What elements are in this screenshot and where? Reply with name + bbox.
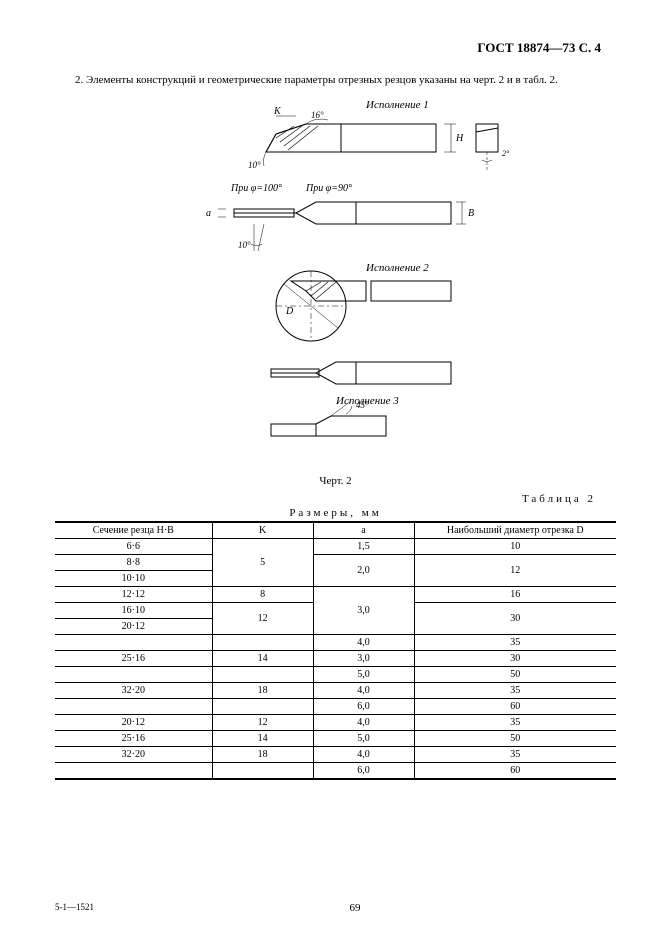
angle-16: 16° <box>311 110 324 120</box>
cell-hb: 16·10 <box>55 603 212 619</box>
cell-a: 4,0 <box>313 635 414 651</box>
cell-a: 2,0 <box>313 555 414 587</box>
cell-a: 1,5 <box>313 539 414 555</box>
table-row: 12·1283,016 <box>55 587 616 603</box>
cell-k: 12 <box>212 603 313 635</box>
table-row: 25·16143,030 <box>55 651 616 667</box>
cell-a: 4,0 <box>313 747 414 763</box>
cell-a: 4,0 <box>313 715 414 731</box>
table-row: 5,050 <box>55 667 616 683</box>
cell-a: 6,0 <box>313 699 414 715</box>
document-header: ГОСТ 18874—73 С. 4 <box>55 40 616 56</box>
cell-hb <box>55 667 212 683</box>
angle-45: 45° <box>356 400 369 410</box>
col-a: a <box>313 522 414 539</box>
figure-block: Исполнение 1 <box>55 96 616 487</box>
cell-hb: 8·8 <box>55 555 212 571</box>
cell-d: 50 <box>414 667 616 683</box>
cell-a: 5,0 <box>313 667 414 683</box>
dim-b: B <box>468 208 474 219</box>
cell-d: 35 <box>414 635 616 651</box>
cell-k <box>212 635 313 651</box>
dimensions-table: Сечение резца H·B K a Наибольший диаметр… <box>55 521 616 780</box>
cell-a: 6,0 <box>313 763 414 780</box>
cell-k: 18 <box>212 747 313 763</box>
col-hb: Сечение резца H·B <box>55 522 212 539</box>
table-row: 32·20184,035 <box>55 683 616 699</box>
cell-d: 60 <box>414 763 616 780</box>
cell-hb: 25·16 <box>55 651 212 667</box>
cell-d: 35 <box>414 747 616 763</box>
angle-2: 2° <box>502 149 510 158</box>
cell-a: 5,0 <box>313 731 414 747</box>
page: ГОСТ 18874—73 С. 4 2. Элементы конструкц… <box>0 0 661 936</box>
table-row: 6,060 <box>55 763 616 780</box>
table-row: 8·82,012 <box>55 555 616 571</box>
technical-drawing: Исполнение 1 <box>156 96 516 466</box>
cell-hb: 32·20 <box>55 683 212 699</box>
cell-d: 30 <box>414 603 616 635</box>
cell-a: 3,0 <box>313 587 414 635</box>
cell-hb: 12·12 <box>55 587 212 603</box>
phi100: При φ=100° <box>230 183 282 194</box>
cell-k: 14 <box>212 731 313 747</box>
angle-10a: 10° <box>248 160 261 170</box>
cell-d: 16 <box>414 587 616 603</box>
cell-hb: 20·12 <box>55 619 212 635</box>
table-row: 6,060 <box>55 699 616 715</box>
cell-k: 14 <box>212 651 313 667</box>
cell-hb <box>55 635 212 651</box>
phi90: При φ=90° <box>305 183 352 194</box>
label-isp1: Исполнение 1 <box>365 99 429 111</box>
dim-d: D <box>285 306 294 317</box>
cell-hb <box>55 699 212 715</box>
table-label: Таблица 2 <box>55 493 616 505</box>
table-row: 25·16145,050 <box>55 731 616 747</box>
cell-hb <box>55 763 212 780</box>
cell-k: 12 <box>212 715 313 731</box>
col-k: K <box>212 522 313 539</box>
cell-d: 35 <box>414 715 616 731</box>
cell-hb: 10·10 <box>55 571 212 587</box>
col-d: Наибольший диаметр отрезка D <box>414 522 616 539</box>
cell-k <box>212 667 313 683</box>
cell-hb: 32·20 <box>55 747 212 763</box>
table-row: 4,035 <box>55 635 616 651</box>
footer-code: 5-1—1521 <box>55 902 94 912</box>
figure-caption: Черт. 2 <box>55 475 616 487</box>
dim-k: K <box>273 106 282 117</box>
cell-a: 4,0 <box>313 683 414 699</box>
cell-k: 8 <box>212 587 313 603</box>
cell-d: 60 <box>414 699 616 715</box>
cell-d: 12 <box>414 555 616 587</box>
cell-hb: 25·16 <box>55 731 212 747</box>
cell-k <box>212 763 313 780</box>
cell-a: 3,0 <box>313 651 414 667</box>
table-row: 6·651,510 <box>55 539 616 555</box>
cell-k: 5 <box>212 539 313 587</box>
table-row: 32·20184,035 <box>55 747 616 763</box>
cell-k <box>212 699 313 715</box>
cell-d: 50 <box>414 731 616 747</box>
cell-hb: 6·6 <box>55 539 212 555</box>
dim-h: H <box>455 133 464 144</box>
intro-text: 2. Элементы конструкций и геометрические… <box>55 74 616 86</box>
table-header-row: Сечение резца H·B K a Наибольший диаметр… <box>55 522 616 539</box>
cell-k: 18 <box>212 683 313 699</box>
table-caption: Размеры, мм <box>55 507 616 519</box>
table-row: 20·12124,035 <box>55 715 616 731</box>
cell-d: 35 <box>414 683 616 699</box>
cell-hb: 20·12 <box>55 715 212 731</box>
page-number: 69 <box>55 902 616 914</box>
label-isp2: Исполнение 2 <box>365 262 429 274</box>
cell-d: 10 <box>414 539 616 555</box>
page-footer: 5-1—1521 69 <box>55 902 616 914</box>
dim-a: a <box>206 208 211 219</box>
angle-10b: 10° <box>238 240 251 250</box>
cell-d: 30 <box>414 651 616 667</box>
